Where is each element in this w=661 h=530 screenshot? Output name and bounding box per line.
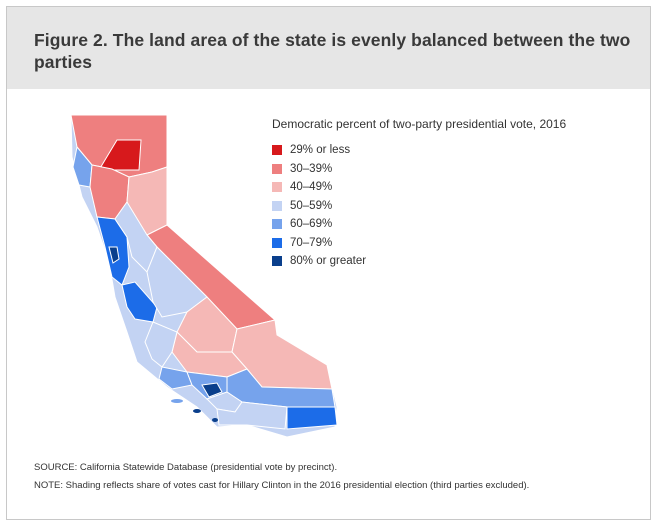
la-urban-core: [201, 382, 223, 398]
legend-label: 40–49%: [290, 181, 333, 194]
legend-label: 50–59%: [290, 199, 333, 212]
legend-item: 60–69%: [272, 215, 566, 234]
channel-island: [171, 399, 183, 403]
shading-note: NOTE: Shading reflects share of votes ca…: [34, 480, 530, 491]
san-francisco-core: [108, 246, 120, 264]
legend-label: 30–39%: [290, 162, 333, 175]
figure-notes: SOURCE: California Statewide Database (p…: [34, 462, 614, 498]
legend-swatch: [272, 256, 282, 267]
figure-header: Figure 2. The land area of the state is …: [7, 7, 650, 89]
legend-item: 80% or greater: [272, 252, 566, 271]
legend-swatch: [272, 200, 282, 211]
legend-item: 50–59%: [272, 197, 566, 216]
legend-swatch: [272, 237, 282, 248]
channel-island: [193, 409, 201, 413]
channel-island: [212, 418, 218, 422]
legend-label: 60–69%: [290, 218, 333, 231]
figure-card: Figure 2. The land area of the state is …: [6, 6, 651, 520]
source-note: SOURCE: California Statewide Database (p…: [34, 462, 338, 473]
legend-item: 40–49%: [272, 178, 566, 197]
legend-title: Democratic percent of two-party presiden…: [272, 117, 567, 131]
legend-label: 29% or less: [290, 144, 351, 157]
legend-swatch: [272, 219, 282, 230]
legend-item: 30–39%: [272, 160, 566, 179]
central-valley-north: [114, 201, 158, 273]
legend-item: 70–79%: [272, 234, 566, 253]
legend-label: 70–79%: [290, 236, 333, 249]
legend-item: 29% or less: [272, 141, 566, 160]
modoc-county: [98, 139, 142, 171]
legend-swatch: [272, 182, 282, 193]
figure-title: Figure 2. The land area of the state is …: [34, 30, 631, 72]
northwest-counties: [72, 145, 93, 188]
legend-swatch: [272, 145, 282, 156]
legend-label: 80% or greater: [290, 255, 367, 268]
ventura-county: [158, 366, 193, 390]
california-county-map: [70, 114, 338, 438]
map-legend: Democratic percent of two-party presiden…: [272, 117, 566, 271]
imperial-county: [286, 406, 338, 430]
san-diego-county: [216, 401, 288, 430]
central-valley-south: [146, 246, 208, 318]
legend-swatch: [272, 163, 282, 174]
